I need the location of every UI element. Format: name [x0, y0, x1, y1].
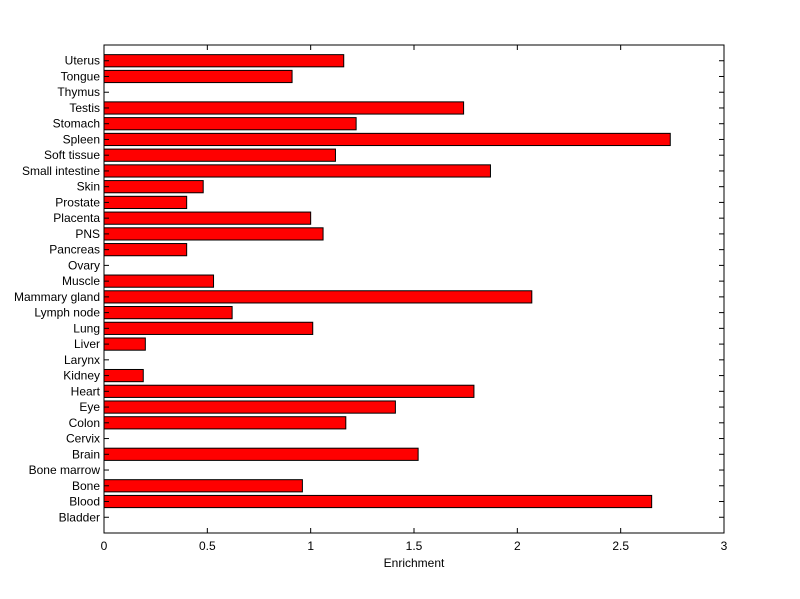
- bar-lung: [103, 321, 314, 335]
- y-tick-label: Brain: [72, 447, 100, 461]
- x-tick-label: 3: [721, 539, 728, 553]
- bar-small-intestine: [103, 164, 491, 178]
- y-tick-label: Bladder: [59, 510, 100, 524]
- y-tick-label: Lymph node: [34, 306, 100, 320]
- bar-stomach: [103, 117, 357, 131]
- bar-kidney: [103, 368, 144, 383]
- y-tick-label: Placenta: [53, 211, 100, 225]
- y-tick-label: Muscle: [62, 274, 100, 288]
- bar-lymph-node: [103, 306, 233, 320]
- x-tick-label: 2: [514, 539, 521, 553]
- y-tick-label: Pancreas: [49, 243, 100, 257]
- x-tick-label: 1.5: [406, 539, 423, 553]
- bar-placenta: [103, 211, 312, 225]
- x-tick-label: 0.5: [199, 539, 216, 553]
- bars-layer: [103, 54, 671, 509]
- y-tick-label: Lung: [73, 321, 100, 335]
- x-tick-label: 2.5: [612, 539, 629, 553]
- bar-colon: [103, 416, 347, 430]
- bar-blood: [103, 494, 653, 509]
- y-tick-label: Bone: [72, 479, 100, 493]
- y-tick-label: PNS: [75, 227, 100, 241]
- y-tick-label: Mammary gland: [14, 290, 100, 304]
- bar-brain: [103, 447, 419, 461]
- bar-pns: [103, 227, 324, 241]
- y-tick-label: Soft tissue: [44, 148, 100, 162]
- y-tick-label: Spleen: [63, 132, 100, 146]
- bar-testis: [103, 101, 465, 115]
- bar-heart: [103, 384, 475, 398]
- bar-bone: [103, 479, 303, 493]
- y-tick-label: Ovary: [68, 258, 100, 272]
- y-tick-label: Small intestine: [22, 164, 100, 178]
- y-tick-label: Prostate: [55, 195, 100, 209]
- x-tick-label: 0: [101, 539, 108, 553]
- plot-frame: [103, 44, 725, 534]
- y-tick-label: Bone marrow: [29, 463, 101, 477]
- bar-pancreas: [103, 243, 188, 257]
- y-tick-label: Kidney: [63, 369, 100, 383]
- bar-uterus: [103, 54, 345, 68]
- y-tick-label: Colon: [69, 416, 100, 430]
- x-tick-label: 1: [307, 539, 314, 553]
- bar-muscle: [103, 274, 215, 288]
- y-tick-label: Liver: [74, 337, 100, 351]
- y-tick-label: Testis: [69, 101, 100, 115]
- y-tick-label: Larynx: [64, 353, 100, 367]
- y-tick-label: Eye: [79, 400, 100, 414]
- y-tick-label: Thymus: [57, 85, 100, 99]
- y-tick-label: Cervix: [66, 432, 100, 446]
- bar-spleen: [103, 132, 671, 147]
- bar-eye: [103, 400, 396, 414]
- bar-liver: [103, 337, 146, 351]
- bar-skin: [103, 180, 204, 194]
- y-tick-label: Blood: [69, 495, 100, 509]
- y-tick-label: Stomach: [53, 117, 100, 131]
- bar-prostate: [103, 195, 188, 210]
- y-tick-label: Heart: [71, 384, 101, 398]
- y-tick-label: Tongue: [61, 69, 101, 83]
- bar-tongue: [103, 69, 293, 84]
- bar-mammary-gland: [103, 290, 533, 304]
- bar-soft-tissue: [103, 148, 336, 162]
- y-tick-label: Skin: [77, 180, 100, 194]
- y-tick-label: Uterus: [65, 54, 100, 68]
- x-axis-title: Enrichment: [384, 556, 445, 570]
